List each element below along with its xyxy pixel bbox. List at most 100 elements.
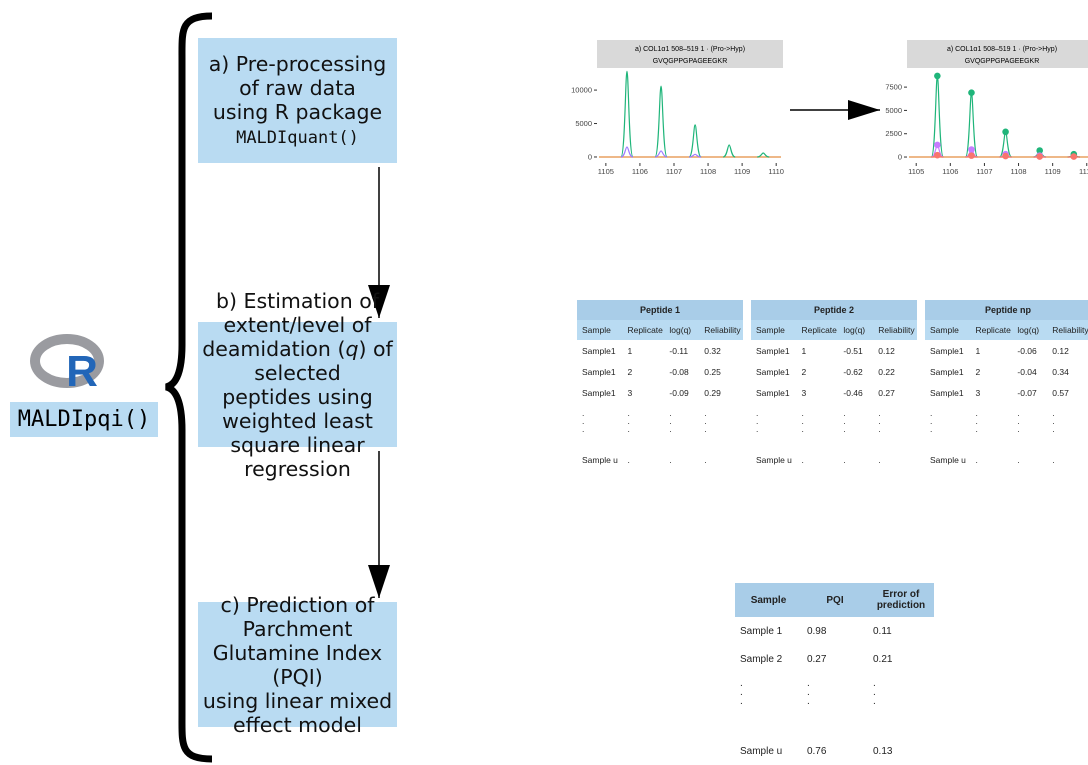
table-cell: Sample u: [740, 745, 783, 757]
x-tick-label: 1107: [666, 167, 682, 176]
table-cell: 0.21: [872, 653, 893, 665]
table: Peptide 1 Sample Replicate log(q) Reliabilit…: [577, 300, 743, 470]
step-c: c) Prediction of Parchment Glutamine Ind…: [198, 593, 397, 737]
table-cell: .: [1052, 454, 1055, 465]
column-header: Replicate: [801, 325, 837, 335]
peak: [654, 85, 668, 158]
table-cell: 0.22: [878, 366, 895, 377]
table-cell: -0.46: [843, 387, 863, 398]
table: Peptide np Sample Replicate log(q) Reliabili…: [925, 300, 1088, 470]
x-tick-label: 1107: [976, 167, 992, 176]
table-cell: 0.34: [1052, 366, 1069, 377]
table-cell: -0.09: [669, 387, 689, 398]
table-cell: . . .: [975, 408, 978, 434]
table-cell: Sample 2: [740, 653, 783, 665]
table-cell: .: [627, 454, 630, 465]
peak-marker: [934, 151, 941, 159]
peak: [620, 70, 634, 158]
table-cell: -0.07: [1017, 387, 1037, 398]
table-cell: 0.12: [878, 345, 895, 356]
chart-subtitle: GVQGPPGPAGEEGKR: [653, 58, 728, 65]
table-title: Peptide np: [925, 300, 1088, 320]
table-cell: 0.25: [704, 366, 721, 377]
table-cell: Sample1: [930, 387, 964, 398]
step-text: c) Prediction of: [220, 592, 375, 617]
table: Sample PQI Error of prediction Sample 1 0.98…: [735, 583, 934, 765]
y-tick-label: 0: [898, 153, 902, 162]
table-row: Sample1 3 -0.46 0.27: [751, 382, 917, 403]
table-cell: Sample u: [930, 454, 966, 465]
y-tick-label: 0: [588, 152, 592, 161]
column-header: Replicate: [627, 325, 663, 335]
table-cell: -0.06: [1017, 345, 1037, 356]
table-cell: 0.98: [806, 625, 827, 637]
peak-marker: [968, 146, 975, 153]
strip: [597, 40, 783, 68]
table-cell: . . .: [801, 408, 804, 434]
plot-panel: [907, 68, 1088, 163]
table-cell: Sample1: [756, 345, 790, 356]
column-header: Replicate: [975, 325, 1011, 335]
column-header: Reliability: [704, 325, 741, 335]
table-cell: 0.76: [806, 745, 827, 757]
step-text: using R package: [212, 99, 383, 124]
strip: [907, 40, 1088, 68]
table-cell: Sample1: [930, 345, 964, 356]
column-header: Sample: [582, 325, 611, 335]
peak-marker: [968, 89, 975, 97]
table-row: Sample u...: [577, 449, 743, 470]
table-cell: . . .: [669, 408, 672, 434]
table-row: Sample u...: [751, 449, 917, 470]
table-row: . . . . . . . . . . . .: [925, 403, 1088, 449]
table-cell: Sample u: [756, 454, 792, 465]
table-cell: Sample1: [756, 387, 790, 398]
table-cell: Sample1: [582, 387, 616, 398]
table-cell: 0.29: [704, 387, 721, 398]
peak-marker: [968, 152, 975, 159]
y-tick-label: 2500: [885, 129, 902, 138]
peak: [620, 146, 634, 158]
y-tick-label: 10000: [571, 86, 592, 95]
table-cell: Sample1: [582, 345, 616, 356]
table-row: Sample1 2 -0.04 0.34: [925, 361, 1088, 382]
x-tick-label: 1110: [768, 167, 784, 176]
table-cell: 2: [627, 366, 633, 377]
table-cell: . . .: [756, 408, 759, 434]
column-header: log(q): [1017, 325, 1040, 335]
table-cell: . . .: [627, 408, 630, 434]
table-row: . . . . . . . . . . . .: [577, 403, 743, 449]
table-row: . . . . . . . . .: [735, 673, 934, 737]
table-cell: . . .: [740, 678, 743, 707]
table-cell: 1: [975, 345, 981, 356]
table-cell: Sample1: [756, 366, 790, 377]
table-cell: -0.08: [669, 366, 689, 377]
r-logo: R: [30, 334, 104, 396]
peak: [722, 144, 736, 158]
table-cell: . . .: [878, 408, 881, 434]
arrow-head: [368, 565, 390, 598]
x-tick-label: 1106: [632, 167, 648, 176]
table-cell: Sample u: [582, 454, 618, 465]
step-text: using R package MALDIquant(): [198, 100, 397, 150]
table-cell: . . .: [806, 678, 810, 707]
table-cell: Sample1: [930, 366, 964, 377]
column-header: log(q): [843, 325, 866, 335]
peak-marker: [934, 72, 941, 80]
x-tick-label: 1105: [598, 167, 614, 176]
table-cell: -0.51: [843, 345, 863, 356]
x-tick-label: 1106: [942, 167, 958, 176]
y-tick-label: 7500: [885, 83, 902, 92]
peak-marker: [1002, 128, 1009, 136]
table-row: Sample1 1 -0.06 0.12: [925, 340, 1088, 361]
table-cell: 3: [627, 387, 633, 398]
table-cell: Sample1: [582, 366, 616, 377]
table-cell: . . .: [872, 678, 876, 707]
table-row: . . . . . . . . . . . .: [751, 403, 917, 449]
column-header-row: Sample PQI Error of prediction: [735, 583, 934, 617]
table-cell: .: [669, 454, 672, 465]
column-header: Sample: [756, 325, 785, 335]
table-row: Sample u...: [925, 449, 1088, 470]
table-cell: .: [843, 454, 846, 465]
table-title: Peptide 2: [751, 300, 917, 320]
